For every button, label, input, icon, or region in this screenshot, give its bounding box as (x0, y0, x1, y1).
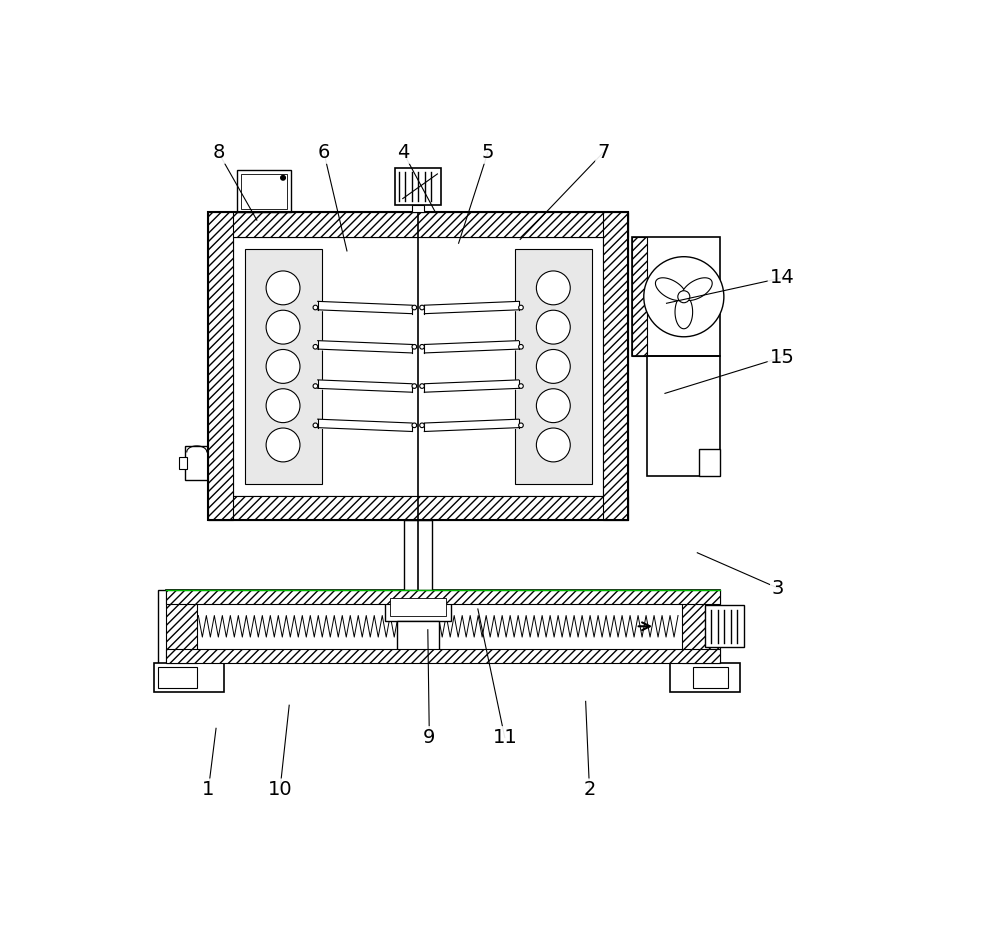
Bar (158, 590, 189, 666)
Bar (179, 458, 187, 469)
Circle shape (536, 349, 570, 384)
Bar (390, 598, 446, 616)
Circle shape (313, 423, 318, 428)
Bar (647, 357, 720, 475)
Bar (397, 621, 439, 653)
Text: 4: 4 (397, 143, 409, 162)
Bar (158, 666, 197, 688)
Circle shape (412, 344, 417, 349)
Circle shape (420, 384, 424, 388)
Bar (693, 666, 728, 688)
Bar (515, 249, 592, 484)
Text: 14: 14 (770, 269, 794, 287)
Circle shape (536, 310, 570, 344)
Circle shape (420, 344, 424, 349)
Circle shape (678, 291, 690, 302)
Circle shape (412, 305, 417, 310)
Circle shape (644, 256, 724, 337)
Bar (166, 590, 197, 663)
Text: 9: 9 (423, 728, 436, 747)
Bar (404, 520, 432, 590)
Polygon shape (675, 295, 693, 329)
Circle shape (266, 349, 300, 384)
Circle shape (420, 305, 424, 310)
Text: 5: 5 (482, 143, 494, 162)
Bar (185, 446, 208, 480)
Circle shape (519, 384, 523, 388)
Bar (705, 605, 744, 648)
Text: 1: 1 (202, 781, 215, 799)
Bar (670, 663, 740, 692)
Circle shape (536, 271, 570, 305)
Bar (208, 212, 233, 520)
Text: 3: 3 (772, 578, 784, 598)
Circle shape (519, 344, 523, 349)
Circle shape (313, 305, 318, 310)
Bar (412, 205, 424, 212)
Bar (166, 590, 720, 604)
Circle shape (266, 271, 300, 305)
Bar (682, 590, 720, 663)
Circle shape (412, 423, 417, 428)
Text: 7: 7 (597, 143, 610, 162)
Circle shape (266, 428, 300, 461)
Bar (632, 237, 720, 357)
Circle shape (519, 423, 523, 428)
Bar (603, 212, 628, 520)
Bar (699, 448, 720, 475)
Bar (154, 663, 224, 692)
Text: 11: 11 (492, 728, 517, 747)
Circle shape (266, 310, 300, 344)
Text: 15: 15 (770, 347, 794, 367)
Circle shape (420, 423, 424, 428)
Text: 6: 6 (318, 143, 330, 162)
Circle shape (412, 384, 417, 388)
Circle shape (536, 428, 570, 461)
Polygon shape (655, 278, 686, 300)
Bar (233, 237, 603, 496)
Text: 10: 10 (268, 781, 292, 799)
Bar (385, 593, 451, 621)
Text: 8: 8 (212, 143, 225, 162)
Circle shape (281, 175, 285, 180)
Circle shape (313, 384, 318, 388)
Circle shape (266, 388, 300, 423)
Circle shape (313, 344, 318, 349)
Bar (395, 168, 441, 205)
Polygon shape (682, 278, 712, 300)
Bar (632, 237, 647, 357)
Bar (241, 174, 287, 209)
Bar (166, 590, 720, 663)
Circle shape (519, 305, 523, 310)
Bar (208, 496, 628, 520)
Bar (237, 170, 291, 212)
Bar (166, 649, 720, 663)
Circle shape (536, 388, 570, 423)
Text: 2: 2 (583, 781, 596, 799)
Bar (245, 249, 322, 484)
Bar (208, 212, 628, 237)
Bar (208, 212, 628, 520)
